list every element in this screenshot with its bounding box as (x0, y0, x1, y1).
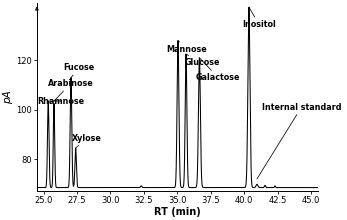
Text: Rhamnose: Rhamnose (37, 97, 85, 106)
Text: Fucose: Fucose (64, 63, 95, 78)
Text: Galactose: Galactose (196, 58, 240, 82)
Text: Glucose: Glucose (185, 54, 220, 67)
Text: Xylose: Xylose (71, 134, 102, 148)
X-axis label: RT (min): RT (min) (154, 207, 201, 216)
Y-axis label: pA: pA (3, 90, 14, 104)
Text: Arabinose: Arabinose (48, 79, 93, 101)
Text: Mannose: Mannose (167, 40, 208, 54)
Text: Inositol: Inositol (242, 7, 276, 29)
Text: Internal standard: Internal standard (257, 103, 341, 179)
